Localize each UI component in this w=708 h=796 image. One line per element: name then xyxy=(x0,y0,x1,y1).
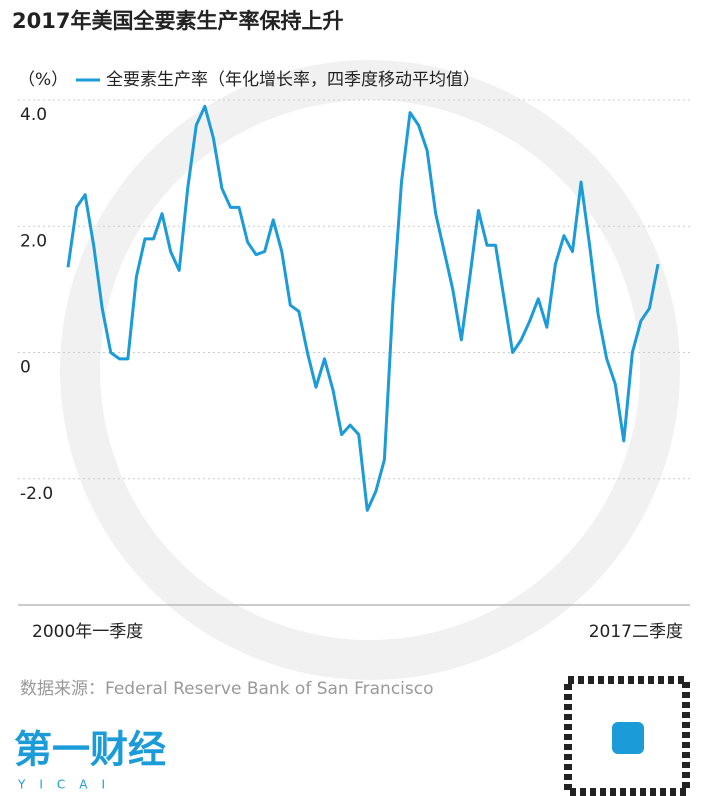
source: 数据来源：Federal Reserve Bank of San Francis… xyxy=(20,679,434,699)
chart-title: 2017年美国全要素生产率保持上升 xyxy=(12,9,343,33)
data-line xyxy=(66,104,660,512)
y-tick-label: -2.0 xyxy=(20,484,53,504)
watermark xyxy=(60,60,680,680)
y-tick-label: 0 xyxy=(20,358,31,378)
legend-label: 全要素生产率（年化增长率，四季度移动平均值） xyxy=(106,70,480,90)
logo-latin: YICAI xyxy=(17,778,119,792)
x-tick-label: 2000年一季度 xyxy=(32,622,143,642)
y-tick-label: 4.0 xyxy=(20,105,47,125)
y-tick-label: 2.0 xyxy=(20,231,47,251)
y-unit-label: （%） xyxy=(18,70,68,90)
logo: 第一财经 xyxy=(14,728,166,772)
qr-icon xyxy=(612,722,644,754)
x-tick-label: 2017二季度 xyxy=(589,622,683,642)
